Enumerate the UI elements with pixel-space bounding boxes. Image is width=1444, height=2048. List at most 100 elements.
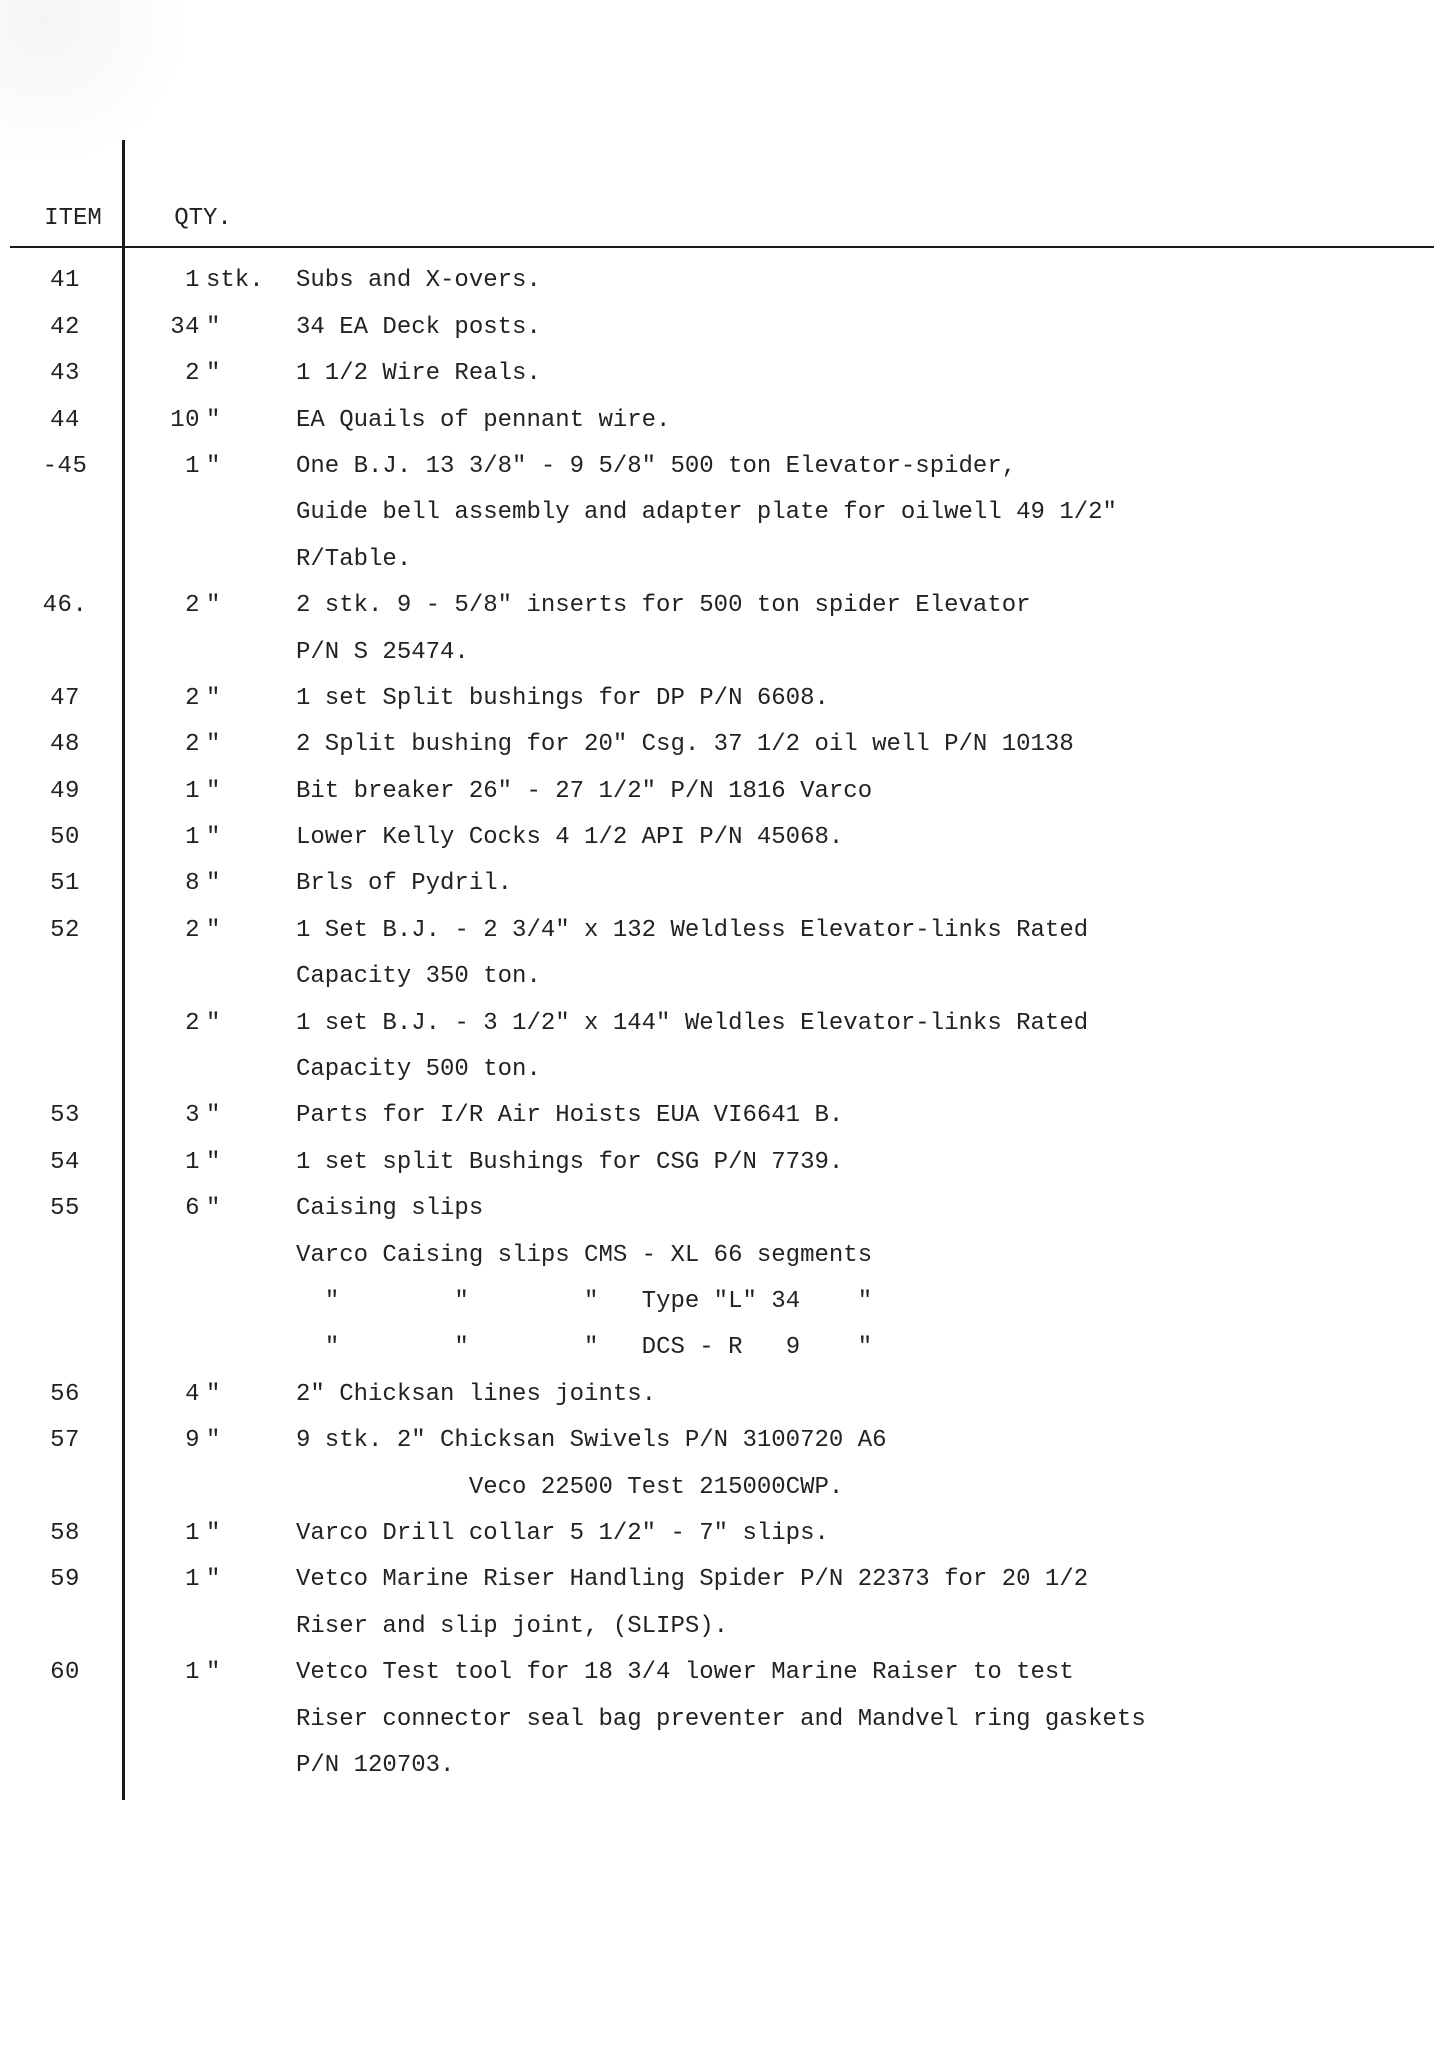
- table-row: 482"2 Split bushing for 20" Csg. 37 1/2 …: [10, 722, 1434, 768]
- cell-qty: 1: [120, 819, 200, 857]
- cell-qty: 34: [120, 309, 200, 347]
- cell-unit: ": [200, 1561, 276, 1599]
- cell-desc: Brls of Pydril.: [276, 865, 1434, 903]
- cell-unit: ": [200, 865, 276, 903]
- cell-desc: Lower Kelly Cocks 4 1/2 API P/N 45068.: [276, 819, 1434, 857]
- cell-unit: ": [200, 1097, 276, 1135]
- cell-item: 41: [10, 262, 120, 300]
- table-row: P/N S 25474.: [10, 630, 1434, 676]
- cell-unit: ": [200, 309, 276, 347]
- cell-desc: Parts for I/R Air Hoists EUA VI6641 B.: [276, 1097, 1434, 1135]
- cell-desc: Varco Caising slips CMS - XL 66 segments: [276, 1237, 1434, 1275]
- cell-unit: ": [200, 448, 276, 486]
- table-row: 541"1 set split Bushings for CSG P/N 773…: [10, 1140, 1434, 1186]
- cell-item: 57: [10, 1422, 120, 1460]
- table-row: 522"1 Set B.J. - 2 3/4" x 132 Weldless E…: [10, 908, 1434, 954]
- scanned-page: ITEM QTY. 411stk.Subs and X-overs.4234"3…: [0, 0, 1444, 2048]
- cell-qty: 1: [120, 1561, 200, 1599]
- cell-qty: 2: [120, 726, 200, 764]
- cell-qty: 3: [120, 1097, 200, 1135]
- cell-item: 50: [10, 819, 120, 857]
- table-row: Riser and slip joint, (SLIPS).: [10, 1604, 1434, 1650]
- cell-desc: Vetco Test tool for 18 3/4 lower Marine …: [276, 1654, 1434, 1692]
- table-body: 411stk.Subs and X-overs.4234"34 EA Deck …: [10, 258, 1434, 1789]
- table-row: 601"Vetco Test tool for 18 3/4 lower Mar…: [10, 1650, 1434, 1696]
- cell-desc: Veco 22500 Test 215000CWP.: [276, 1469, 1434, 1507]
- cell-qty: 1: [120, 1654, 200, 1692]
- cell-unit: ": [200, 1515, 276, 1553]
- table-row: " " " DCS - R 9 ": [10, 1325, 1434, 1371]
- table-row: 533"Parts for I/R Air Hoists EUA VI6641 …: [10, 1093, 1434, 1139]
- cell-unit: ": [200, 912, 276, 950]
- table-row: 581"Varco Drill collar 5 1/2" - 7" slips…: [10, 1511, 1434, 1557]
- cell-desc: One B.J. 13 3/8" - 9 5/8" 500 ton Elevat…: [276, 448, 1434, 486]
- table-row: 472"1 set Split bushings for DP P/N 6608…: [10, 676, 1434, 722]
- cell-unit: ": [200, 680, 276, 718]
- table-row: R/Table.: [10, 537, 1434, 583]
- cell-desc: 1 Set B.J. - 2 3/4" x 132 Weldless Eleva…: [276, 912, 1434, 950]
- cell-desc: EA Quails of pennant wire.: [276, 402, 1434, 440]
- cell-item: 55: [10, 1190, 120, 1228]
- horizontal-rule: [10, 246, 1434, 248]
- table-row: Varco Caising slips CMS - XL 66 segments: [10, 1233, 1434, 1279]
- table-row: 556"Caising slips: [10, 1186, 1434, 1232]
- table-row: 491"Bit breaker 26" - 27 1/2" P/N 1816 V…: [10, 769, 1434, 815]
- cell-desc: Capacity 350 ton.: [276, 958, 1434, 996]
- cell-unit: ": [200, 402, 276, 440]
- table-row: 4234"34 EA Deck posts.: [10, 305, 1434, 351]
- cell-unit: ": [200, 1005, 276, 1043]
- table-row: 411stk.Subs and X-overs.: [10, 258, 1434, 304]
- table-row: 432"1 1/2 Wire Reals.: [10, 351, 1434, 397]
- table-row: 518"Brls of Pydril.: [10, 861, 1434, 907]
- cell-qty: 6: [120, 1190, 200, 1228]
- cell-unit: ": [200, 1190, 276, 1228]
- table-row: 564"2" Chicksan lines joints.: [10, 1372, 1434, 1418]
- cell-qty: 2: [120, 680, 200, 718]
- table-row: Capacity 500 ton.: [10, 1047, 1434, 1093]
- cell-desc: 2 Split bushing for 20" Csg. 37 1/2 oil …: [276, 726, 1434, 764]
- cell-item: 42: [10, 309, 120, 347]
- cell-desc: Subs and X-overs.: [276, 262, 1434, 300]
- cell-item: 44: [10, 402, 120, 440]
- cell-item: 56: [10, 1376, 120, 1414]
- cell-qty: 10: [120, 402, 200, 440]
- cell-qty: 8: [120, 865, 200, 903]
- table-row: 501"Lower Kelly Cocks 4 1/2 API P/N 4506…: [10, 815, 1434, 861]
- cell-desc: 2" Chicksan lines joints.: [276, 1376, 1434, 1414]
- cell-qty: 1: [120, 1144, 200, 1182]
- cell-qty: 2: [120, 355, 200, 393]
- cell-qty: 1: [120, 773, 200, 811]
- table-row: Capacity 350 ton.: [10, 954, 1434, 1000]
- cell-unit: ": [200, 1376, 276, 1414]
- cell-unit: ": [200, 1654, 276, 1692]
- cell-item: 60: [10, 1654, 120, 1692]
- cell-desc: Caising slips: [276, 1190, 1434, 1228]
- cell-unit: ": [200, 587, 276, 625]
- header-item: ITEM: [10, 200, 128, 238]
- cell-desc: 34 EA Deck posts.: [276, 309, 1434, 347]
- cell-desc: " " " Type "L" 34 ": [276, 1283, 1434, 1321]
- cell-item: 58: [10, 1515, 120, 1553]
- cell-unit: ": [200, 819, 276, 857]
- cell-qty: 2: [120, 1005, 200, 1043]
- cell-desc: Riser connector seal bag preventer and M…: [276, 1701, 1434, 1739]
- cell-unit: ": [200, 355, 276, 393]
- cell-qty: 4: [120, 1376, 200, 1414]
- cell-desc: 2 stk. 9 - 5/8" inserts for 500 ton spid…: [276, 587, 1434, 625]
- cell-desc: Riser and slip joint, (SLIPS).: [276, 1608, 1434, 1646]
- table-row: Riser connector seal bag preventer and M…: [10, 1697, 1434, 1743]
- table-row: 2"1 set B.J. - 3 1/2" x 144" Weldles Ele…: [10, 1001, 1434, 1047]
- cell-qty: 1: [120, 448, 200, 486]
- cell-desc: R/Table.: [276, 541, 1434, 579]
- cell-item: 46.: [10, 587, 120, 625]
- table-row: 4410"EA Quails of pennant wire.: [10, 398, 1434, 444]
- cell-item: 52: [10, 912, 120, 950]
- cell-desc: " " " DCS - R 9 ": [276, 1329, 1434, 1367]
- table-row: Veco 22500 Test 215000CWP.: [10, 1465, 1434, 1511]
- table-row: 591"Vetco Marine Riser Handling Spider P…: [10, 1557, 1434, 1603]
- cell-qty: 9: [120, 1422, 200, 1460]
- header-qty: QTY.: [128, 200, 278, 238]
- cell-item: 49: [10, 773, 120, 811]
- table-header: ITEM QTY.: [10, 200, 1434, 244]
- cell-qty: 1: [120, 1515, 200, 1553]
